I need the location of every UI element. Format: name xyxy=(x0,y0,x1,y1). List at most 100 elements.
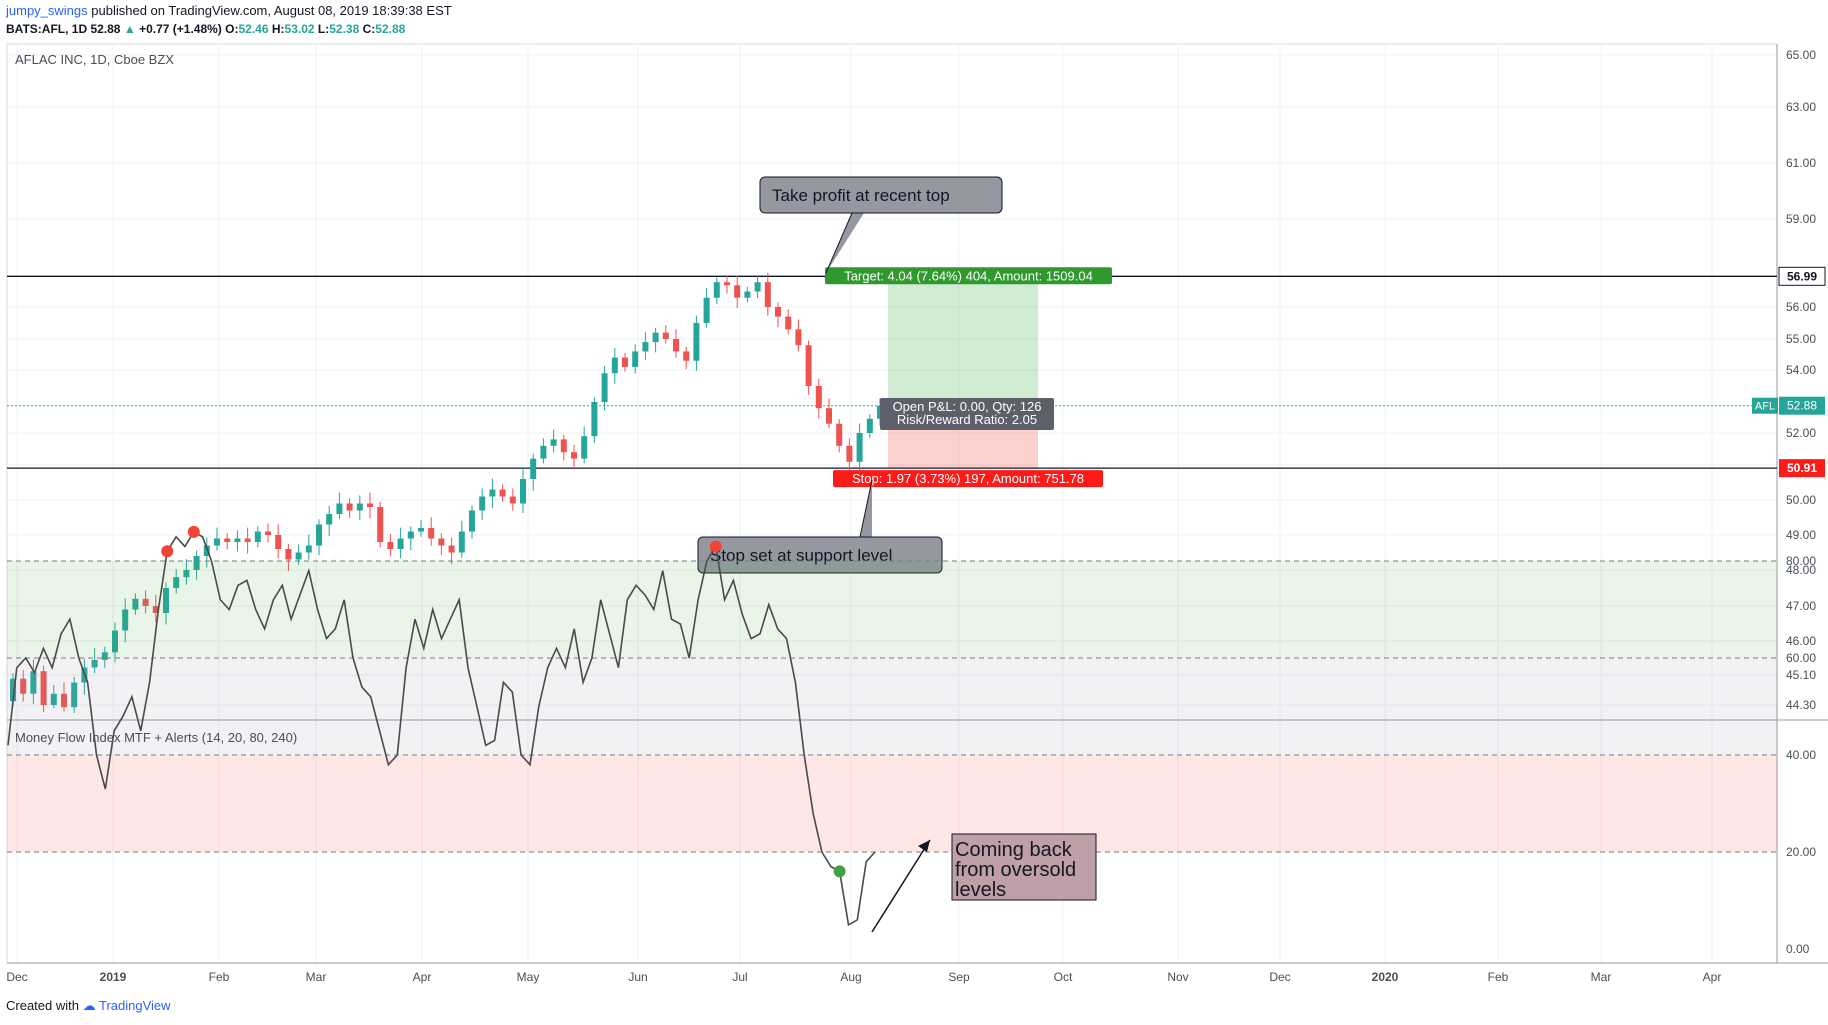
y-tick-label: 65.00 xyxy=(1786,48,1816,62)
candle-body xyxy=(662,332,669,339)
published-info: published on TradingView.com, August 08,… xyxy=(91,3,452,18)
candle-body xyxy=(601,373,608,402)
candle-body xyxy=(560,439,567,453)
chart-area[interactable]: Dec 2019 Feb Mar Apr May Jun Jul Aug Sep Oct Nov Dec… xyxy=(0,0,1828,1000)
candle-body xyxy=(173,577,180,588)
oversold-callout-box xyxy=(951,833,1097,901)
chart-header: jumpy_swings published on TradingView.co… xyxy=(6,2,452,40)
candle-body xyxy=(285,549,292,560)
x-tick-label: Oct xyxy=(1054,970,1073,984)
candle-body xyxy=(836,423,843,446)
candle-body xyxy=(305,545,312,553)
x-tick-label: Nov xyxy=(1167,970,1188,984)
target-level-tag xyxy=(1778,266,1826,286)
x-tick-label: Aug xyxy=(840,970,861,984)
candle-body xyxy=(805,345,812,386)
last-price: 52.88 xyxy=(90,22,121,36)
x-tick-label: Dec xyxy=(1269,970,1290,984)
y-tick-label: 63.00 xyxy=(1786,100,1816,114)
candle-body xyxy=(642,342,649,352)
candle-body xyxy=(10,678,16,702)
mfi-y-tick-label: 80.00 xyxy=(1786,554,1816,568)
candle-body xyxy=(652,332,659,343)
take-profit-callout: Take profit at recent top xyxy=(772,186,950,205)
stop-callout: Stop set at support level xyxy=(710,546,892,565)
candle-body xyxy=(346,503,353,511)
stop-label: Stop: 1.97 (3.73%) 197, Amount: 751.78 xyxy=(852,471,1084,486)
y-tick-label: 48.00 xyxy=(1786,563,1816,577)
candle-body xyxy=(397,538,404,549)
x-tick-label: Feb xyxy=(209,970,230,984)
candle-body xyxy=(448,545,455,553)
candle-body xyxy=(815,386,822,409)
y-tick-label: 47.00 xyxy=(1786,599,1816,613)
current-price-value: 52.88 xyxy=(1787,399,1817,413)
mfi-alert-dot xyxy=(161,545,174,558)
candle-body xyxy=(846,445,853,462)
tradingview-link[interactable]: TradingView xyxy=(99,998,171,1013)
candle-body xyxy=(234,538,241,542)
target-level-value: 56.99 xyxy=(1787,269,1817,283)
symbol-label: BATS:AFL, 1D xyxy=(6,22,88,36)
pnl-box xyxy=(880,398,1054,430)
candle-body xyxy=(520,479,526,504)
candle-body xyxy=(469,510,475,532)
candle-body xyxy=(683,351,690,361)
mfi-alert-dot xyxy=(833,865,846,878)
candle-body xyxy=(856,433,863,462)
mfi-line xyxy=(7,530,876,927)
mfi-oversold-zone xyxy=(7,755,1777,852)
publisher-username[interactable]: jumpy_swings xyxy=(6,3,88,18)
candle-body xyxy=(183,570,190,578)
oversold-arrow-line xyxy=(871,839,931,933)
x-tick-label: Jul xyxy=(732,970,747,984)
y-tick-label: 49.00 xyxy=(1786,528,1816,542)
oversold-callout-text: levels xyxy=(955,879,1006,901)
candle-body xyxy=(193,556,200,570)
candle-body xyxy=(581,436,588,459)
x-tick-label: Apr xyxy=(1703,970,1722,984)
candle-body xyxy=(61,693,67,708)
mfi-alert-dot xyxy=(187,525,200,538)
candle-body xyxy=(693,323,700,361)
candle-body xyxy=(132,598,139,610)
created-with-label: Created with xyxy=(6,998,79,1013)
candle-body xyxy=(438,538,445,546)
oversold-callout-text: from oversold xyxy=(955,859,1076,881)
candle-body xyxy=(50,693,57,705)
footer: Created with ☁ TradingView xyxy=(6,998,171,1014)
candle-body xyxy=(775,307,781,317)
candle-body xyxy=(734,285,741,298)
take-profit-callout-box xyxy=(759,176,1003,214)
y-tick-label: 55.00 xyxy=(1786,332,1816,346)
y-tick-label: 54.00 xyxy=(1786,363,1816,377)
candle-body xyxy=(724,282,730,286)
target-zone xyxy=(888,276,1038,419)
x-tick-label: May xyxy=(517,970,540,984)
x-tick-label: 2019 xyxy=(100,970,127,984)
candle-body xyxy=(112,630,118,653)
mfi-neutral-zone xyxy=(7,658,1777,755)
stop-callout-box xyxy=(697,536,943,574)
y-tick-label: 56.00 xyxy=(1786,300,1816,314)
x-tick-label: Mar xyxy=(306,970,327,984)
candle-body xyxy=(152,606,159,613)
x-tick-label: Sep xyxy=(948,970,970,984)
candle-body xyxy=(326,514,333,525)
pnl-text: Open P&L: 0.00, Qty: 126 xyxy=(893,399,1042,414)
candle-body xyxy=(744,291,751,298)
candle-body xyxy=(407,531,414,539)
candle-body xyxy=(428,528,435,539)
candle-body xyxy=(632,351,639,367)
mfi-y-tick-label: 60.00 xyxy=(1786,651,1816,665)
stop-level-value: 50.91 xyxy=(1787,461,1817,475)
candle-body xyxy=(214,538,220,546)
candle-body xyxy=(795,329,802,346)
candle-body xyxy=(265,531,271,535)
mfi-y-tick-label: 20.00 xyxy=(1786,845,1816,859)
high-value: 53.02 xyxy=(284,22,315,36)
stop-label-bg xyxy=(833,470,1103,488)
candle-body xyxy=(703,297,710,323)
x-tick-label: Apr xyxy=(413,970,432,984)
candle-body xyxy=(754,282,761,292)
